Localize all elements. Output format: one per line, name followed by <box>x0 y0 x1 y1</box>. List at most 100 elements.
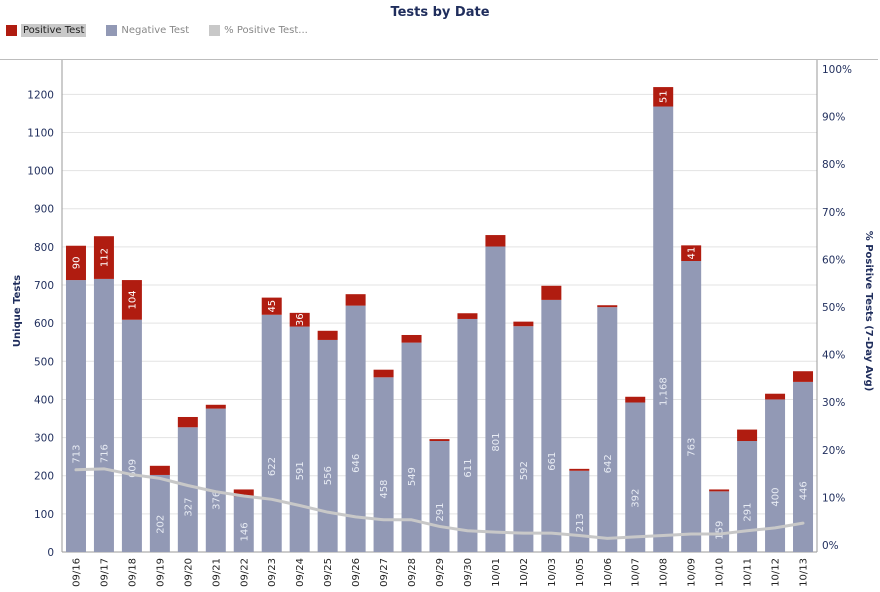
y-tick-label: 500 <box>34 356 54 368</box>
bar-positive <box>261 297 282 315</box>
x-tick-label: 10/09 <box>687 558 698 587</box>
y-tick-label: 0 <box>47 547 54 559</box>
y2-tick-label: 20% <box>822 445 845 457</box>
x-tick-label: 10/05 <box>575 558 586 587</box>
y2-axis-title: % Positive Tests (7-Day Avg) <box>863 231 874 392</box>
bar-label-negative: 642 <box>603 454 614 473</box>
chart-title: Tests by Date <box>390 5 490 20</box>
bar-negative <box>597 307 618 552</box>
x-tick-label: 09/25 <box>323 558 334 587</box>
bar-label-negative: 716 <box>99 444 110 463</box>
top-divider <box>0 59 878 60</box>
bar-label-negative: 159 <box>715 521 726 540</box>
bar-positive <box>177 416 198 428</box>
bar-label-negative: 622 <box>267 457 278 476</box>
y-tick-label: 300 <box>34 433 54 445</box>
x-tick-label: 10/11 <box>743 558 754 587</box>
x-tick-label: 09/24 <box>295 558 306 587</box>
bar-negative <box>541 299 562 552</box>
bar-negative <box>625 402 646 552</box>
x-tick-label: 10/01 <box>491 558 502 587</box>
x-tick-label: 10/10 <box>715 558 726 587</box>
y2-tick-label: 30% <box>822 397 845 409</box>
bar-label-negative: 458 <box>379 480 390 499</box>
bar-label-negative: 392 <box>631 489 642 508</box>
bar-negative <box>345 305 366 552</box>
bar-negative <box>457 318 478 552</box>
legend-item-positive[interactable]: Positive Test <box>6 24 87 37</box>
y-tick-label: 100 <box>34 509 54 521</box>
bar-positive <box>205 404 226 409</box>
x-tick-label: 10/07 <box>631 558 642 587</box>
x-tick-label: 09/17 <box>99 558 110 587</box>
x-tick-label: 10/06 <box>603 558 614 587</box>
bar-positive <box>345 294 366 306</box>
bar-positive <box>709 489 730 492</box>
bar-label-negative: 291 <box>435 502 446 521</box>
y2-tick-label: 10% <box>822 492 845 504</box>
bar-positive <box>513 321 534 327</box>
bar-label-positive: 41 <box>687 247 698 260</box>
y-tick-label: 1000 <box>27 166 54 178</box>
bar-label-negative: 801 <box>491 432 502 451</box>
bar-negative <box>569 470 590 552</box>
x-tick-label: 09/16 <box>71 558 82 587</box>
y2-tick-label: 70% <box>822 207 845 219</box>
x-tick-label: 09/27 <box>379 558 390 587</box>
bar-negative <box>177 427 198 552</box>
bar-negative <box>401 342 422 552</box>
bar-positive <box>289 312 310 327</box>
y-tick-label: 700 <box>34 280 54 292</box>
bar-positive <box>625 396 646 403</box>
bar-positive <box>317 330 338 340</box>
x-tick-label: 09/22 <box>239 558 250 587</box>
x-tick-label: 10/08 <box>659 558 670 587</box>
bar-label-positive: 104 <box>127 290 138 309</box>
bar-positive <box>793 371 814 382</box>
y-tick-label: 600 <box>34 318 54 330</box>
y-tick-label: 800 <box>34 242 54 254</box>
y-tick-label: 200 <box>34 471 54 483</box>
legend-item-pct-positive[interactable]: % Positive Test... <box>209 25 308 36</box>
bar-positive <box>737 429 758 442</box>
bar-label-negative: 661 <box>547 452 558 471</box>
y2-tick-label: 80% <box>822 159 845 171</box>
bar-negative <box>261 314 282 552</box>
bar-positive <box>121 280 142 320</box>
bar-label-negative: 146 <box>239 522 250 541</box>
bar-label-negative: 713 <box>71 445 82 464</box>
bar-positive <box>233 489 254 497</box>
bar-label-negative: 376 <box>211 491 222 510</box>
bar-label-positive: 36 <box>295 313 306 326</box>
bar-negative <box>737 441 758 552</box>
bar-label-negative: 549 <box>407 467 418 486</box>
bar-negative <box>793 381 814 552</box>
bar-negative <box>317 339 338 552</box>
bar-negative <box>149 474 170 552</box>
x-tick-label: 09/21 <box>211 558 222 587</box>
bar-positive <box>149 465 170 475</box>
bar-positive <box>485 235 506 247</box>
bar-positive <box>65 245 86 281</box>
bar-label-positive: 45 <box>267 300 278 313</box>
legend-item-negative[interactable]: Negative Test <box>106 25 189 36</box>
y-tick-label: 1200 <box>27 89 54 101</box>
bar-positive <box>681 245 702 261</box>
bar-negative <box>205 408 226 552</box>
bar-positive <box>457 313 478 319</box>
y-tick-label: 400 <box>34 394 54 406</box>
bar-negative <box>513 326 534 552</box>
bar-positive <box>765 393 786 400</box>
x-tick-label: 09/23 <box>267 558 278 587</box>
bar-negative <box>485 246 506 552</box>
bar-label-negative: 592 <box>519 461 530 480</box>
x-tick-label: 10/03 <box>547 558 558 587</box>
x-tick-label: 09/18 <box>127 558 138 587</box>
legend-label-negative: Negative Test <box>121 25 190 36</box>
legend-swatch-pct-positive <box>209 25 221 36</box>
bar-label-negative: 291 <box>743 502 754 521</box>
legend-swatch-negative <box>106 25 118 36</box>
y2-tick-label: 100% <box>822 64 852 76</box>
x-tick-label: 09/29 <box>435 558 446 587</box>
bar-negative <box>373 377 394 552</box>
